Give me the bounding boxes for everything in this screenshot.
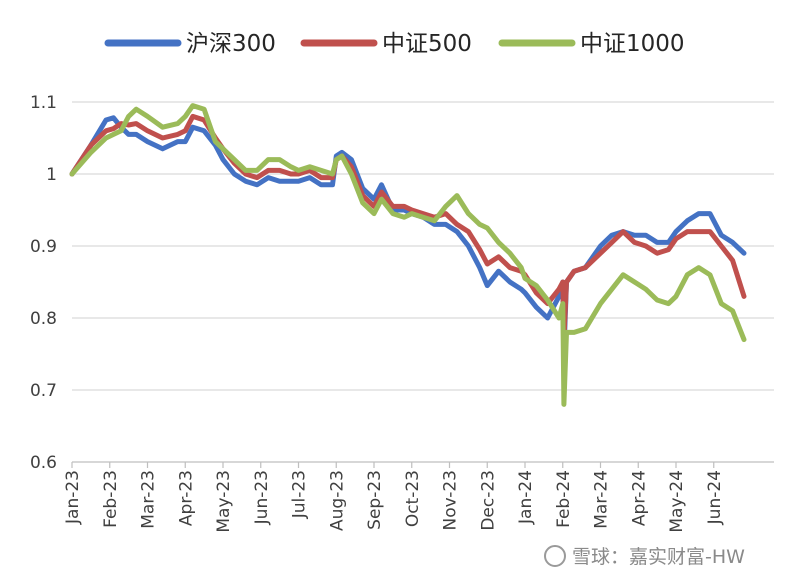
series-lines [69, 103, 747, 407]
x-tick-label: Aug-23 [327, 470, 347, 531]
x-tick-label: Nov-23 [441, 470, 461, 531]
legend-label: 沪深300 [186, 31, 276, 57]
x-tick-label: Apr-23 [176, 470, 196, 526]
x-axis-tick-labels: Jan-23 Feb-23 Mar-23 Apr-23 May-23 Jun-23 Jul-… [63, 470, 725, 533]
series-line [69, 113, 747, 343]
x-tick-label: Sep-23 [365, 470, 385, 530]
x-tick-label: May-23 [214, 470, 234, 533]
x-tick-label: May-24 [667, 470, 687, 533]
x-axis [71, 461, 774, 468]
series-line [69, 103, 747, 407]
legend: 沪深300 中证500 中证1000 [104, 31, 685, 57]
x-tick-label: Oct-23 [403, 470, 423, 527]
legend-label: 中证500 [382, 31, 472, 57]
x-tick-label: Mar-24 [592, 470, 612, 529]
y-tick-label: 0.8 [30, 309, 57, 329]
watermark-text: 雪球：嘉实财富-HW [572, 546, 745, 568]
x-tick-label: Mar-23 [139, 470, 159, 529]
x-tick-label: Jul-23 [290, 470, 310, 519]
watermark-logo-icon [544, 545, 566, 567]
legend-label: 中证1000 [580, 31, 685, 57]
y-axis-tick-labels: 0.6 0.7 0.8 0.9 1 1.1 [30, 93, 57, 473]
gridlines [72, 101, 774, 391]
x-tick-label: Apr-24 [629, 470, 649, 526]
x-tick-label: Dec-23 [478, 470, 498, 531]
y-tick-label: 0.6 [30, 453, 57, 473]
y-tick-label: 1.1 [30, 93, 57, 113]
x-tick-label: Jun-24 [705, 470, 725, 525]
x-tick-label: Feb-23 [101, 470, 121, 528]
x-tick-label: Jun-23 [252, 470, 272, 525]
y-tick-label: 0.9 [30, 237, 57, 257]
x-tick-label: Jan-24 [516, 470, 536, 525]
y-tick-label: 0.7 [30, 381, 57, 401]
x-tick-label: Jan-23 [63, 470, 83, 525]
y-tick-label: 1 [46, 165, 57, 185]
x-tick-label: Feb-24 [554, 470, 574, 528]
watermark: 雪球：嘉实财富-HW [544, 545, 745, 568]
